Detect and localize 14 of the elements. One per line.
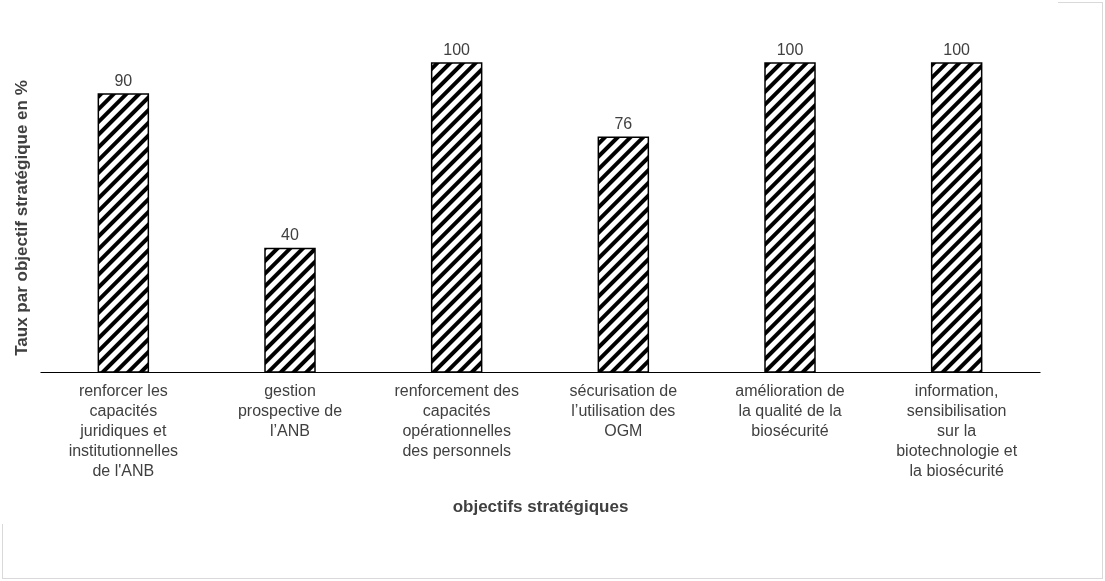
x-tick-label: renforcer les capacités juridiques et institutionnelles de l'ANB [68, 381, 179, 479]
data-label: 100 [943, 41, 971, 58]
data-label: 90 [114, 71, 133, 89]
x-tick-label: amélioration de la qualité de la biosécurité [735, 381, 845, 439]
x-tick-label: gestion prospective de l’ANB [237, 381, 343, 439]
data-label: 100 [443, 41, 471, 58]
x-axis-title: objectifs stratégiques [452, 496, 629, 516]
x-tick-label: information, sensibilisation sur la biotechnologie et la biosécurité [896, 381, 1018, 479]
data-label: 76 [614, 115, 633, 133]
x-tick-label: sécurisation de l’utilisation des OGM [569, 381, 678, 439]
y-axis-title: Taux par objectif stratégique en % [11, 80, 31, 356]
data-label: 40 [281, 226, 299, 244]
data-label: 100 [776, 41, 804, 58]
x-tick-label: renforcement des capacités opérationnelles des personnels [394, 381, 519, 459]
